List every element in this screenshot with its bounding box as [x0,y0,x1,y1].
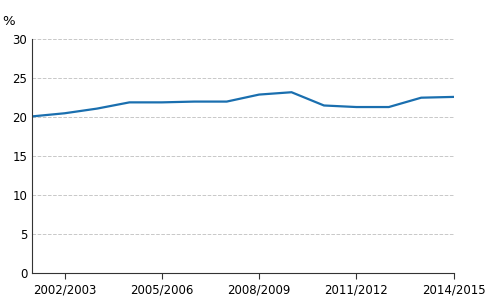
Text: %: % [2,14,15,27]
